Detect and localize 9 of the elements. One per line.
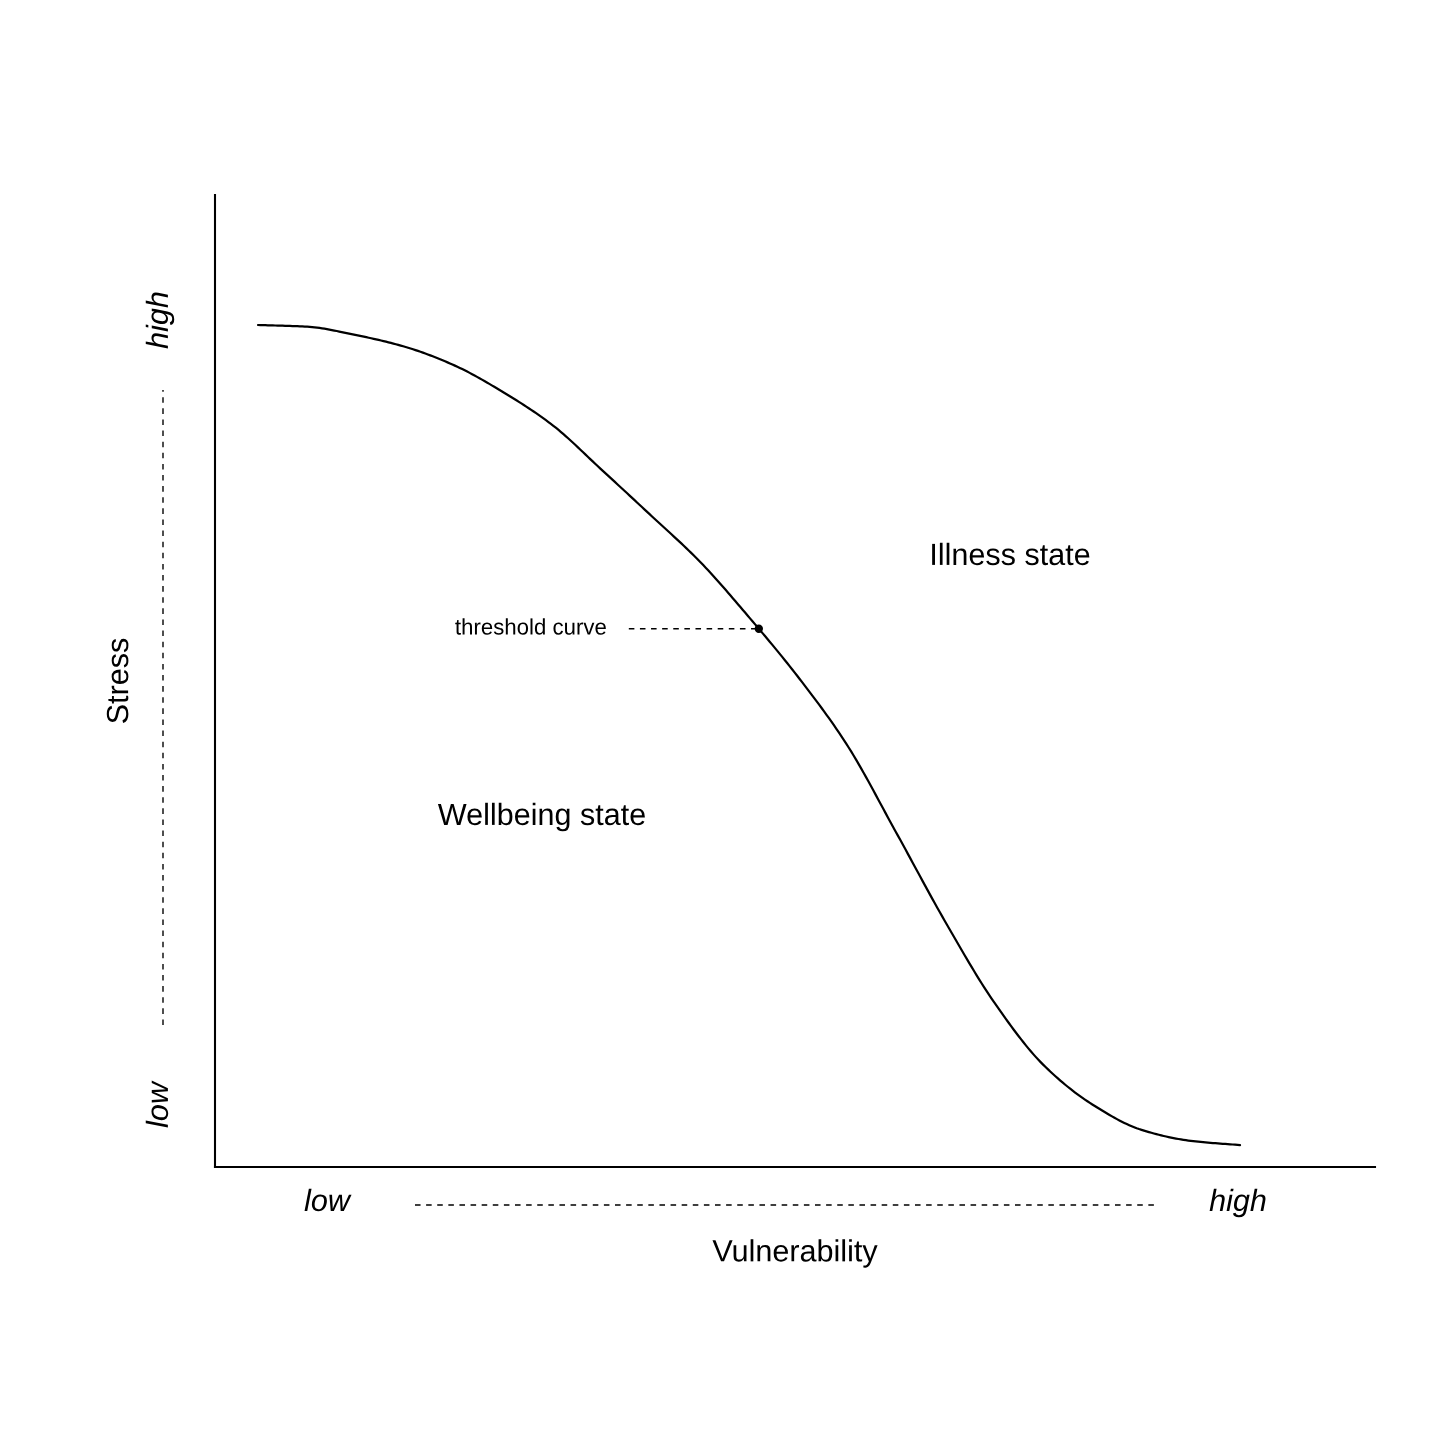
annotation: Wellbeing state	[437, 802, 645, 832]
annotation: threshold curve	[455, 618, 606, 635]
x-axis-title: Vulnerability	[712, 1239, 878, 1268]
annotation: Illness state	[932, 542, 1090, 566]
text: low	[145, 1080, 169, 1128]
text: high	[145, 292, 175, 349]
text: high	[1209, 1188, 1266, 1218]
text: low	[304, 1188, 352, 1212]
y-axis-title: Stress	[106, 638, 129, 723]
